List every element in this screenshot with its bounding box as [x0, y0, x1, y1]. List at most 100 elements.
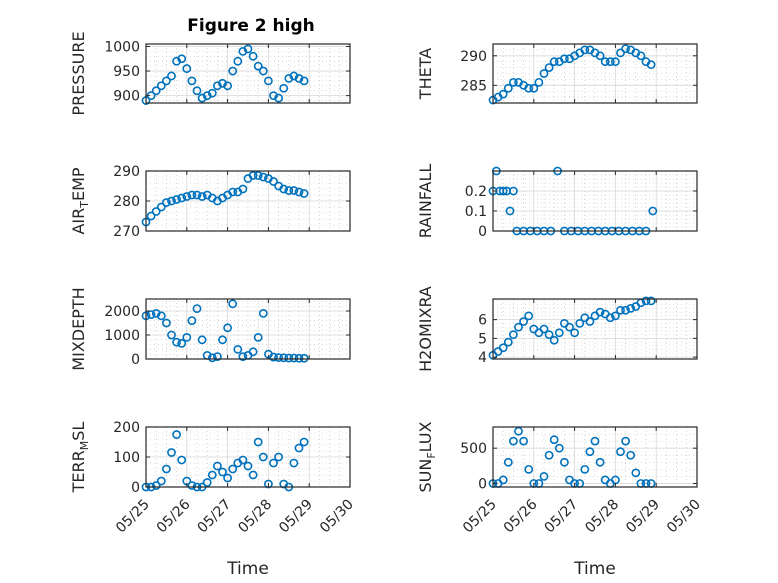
data-point — [248, 470, 258, 480]
data-point — [197, 335, 207, 345]
data-point — [611, 311, 620, 321]
data-point — [151, 308, 161, 318]
data-point — [248, 347, 258, 357]
data-point — [212, 461, 222, 471]
data-point — [156, 311, 166, 321]
data-point — [294, 353, 304, 363]
axes-box — [492, 426, 698, 488]
data-point — [228, 187, 238, 197]
data-point — [269, 177, 278, 186]
data-point — [544, 63, 554, 72]
panel-3: 270 280 290 AIRTEMP — [69, 164, 351, 240]
data-point — [580, 45, 590, 55]
data-point — [509, 436, 518, 446]
data-point — [238, 184, 248, 194]
data-point — [284, 353, 294, 363]
data-point — [187, 316, 197, 325]
data-point — [279, 184, 289, 194]
data-point — [289, 458, 299, 468]
data-point — [207, 470, 217, 480]
data-point — [172, 430, 181, 439]
data-point — [503, 337, 513, 347]
data-point — [605, 313, 615, 323]
data-point — [274, 452, 283, 462]
data-point — [167, 330, 176, 340]
data-point — [626, 303, 636, 313]
data-point — [279, 83, 289, 93]
data-point — [498, 475, 508, 485]
data-point — [539, 472, 549, 481]
data-point — [646, 60, 656, 70]
panel-4: 0 0.1 0.2 RAINFALL — [416, 164, 698, 240]
axes-box — [492, 43, 698, 104]
axes-box — [145, 298, 351, 360]
y-tick-label: 0 — [131, 480, 140, 496]
y-tick-label: 4 — [478, 350, 487, 366]
data-point — [156, 81, 166, 91]
data-point — [218, 467, 227, 477]
data-point — [529, 83, 539, 93]
x-axis-label: Time — [573, 559, 616, 579]
data-point — [228, 66, 238, 76]
data-point — [585, 447, 595, 457]
data-point — [223, 81, 232, 91]
data-point — [238, 46, 248, 56]
y-axis-label: RAINFALL — [416, 164, 435, 239]
data-point — [554, 328, 564, 338]
data-point — [269, 91, 278, 101]
y-tick-label: 1000 — [104, 39, 140, 55]
data-point — [212, 81, 222, 91]
data-point — [182, 64, 192, 73]
data-point — [253, 61, 263, 71]
data-point — [503, 83, 513, 93]
y-axis-label: AIRTEMP — [69, 167, 91, 234]
data-point — [505, 206, 515, 216]
data-point — [233, 344, 243, 354]
axes-box — [492, 298, 698, 360]
data-point — [299, 353, 309, 363]
data-point — [274, 353, 283, 362]
y-tick-label: 290 — [460, 49, 487, 65]
y-tick-label: 200 — [113, 420, 140, 436]
data-point — [269, 458, 278, 468]
data-point — [294, 187, 304, 197]
data-point — [570, 328, 579, 338]
data-point — [294, 74, 304, 83]
data-point — [197, 93, 207, 103]
data-point — [498, 186, 508, 196]
data-point — [279, 353, 289, 363]
y-tick-label: 0.1 — [465, 204, 487, 220]
y-axis-label: TERRMSL — [69, 422, 91, 494]
axes-box — [492, 170, 698, 232]
data-point — [585, 317, 595, 326]
y-tick-label: 1000 — [104, 328, 140, 344]
panel-5: 0 1000 2000 MIXDEPTH — [69, 287, 351, 371]
data-point — [248, 51, 258, 61]
data-point — [161, 464, 171, 474]
data-point — [284, 74, 294, 83]
data-point — [289, 71, 299, 81]
data-point — [228, 464, 238, 474]
y-tick-label: 0 — [131, 352, 140, 368]
data-point — [212, 352, 222, 361]
y-tick-label: 900 — [113, 89, 140, 105]
data-point — [616, 447, 625, 457]
data-point — [263, 479, 273, 489]
data-point — [156, 202, 166, 212]
data-point — [207, 353, 217, 363]
data-point — [524, 464, 534, 474]
data-point — [161, 198, 171, 207]
data-point — [509, 330, 518, 340]
data-point — [560, 54, 569, 64]
data-point — [177, 338, 187, 348]
data-point — [274, 93, 283, 103]
data-point — [192, 304, 202, 313]
y-tick-label: 0.2 — [465, 184, 487, 200]
data-point — [621, 44, 630, 54]
data-point — [156, 476, 166, 486]
data-point — [253, 437, 263, 447]
data-point — [151, 86, 161, 96]
data-point — [151, 481, 161, 490]
y-tick-label: 0 — [478, 224, 487, 240]
